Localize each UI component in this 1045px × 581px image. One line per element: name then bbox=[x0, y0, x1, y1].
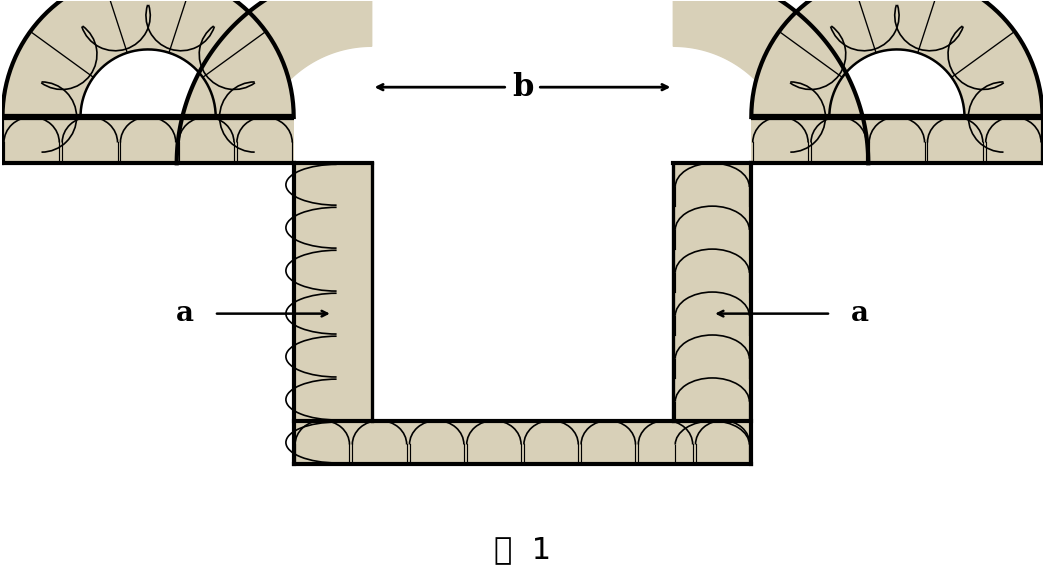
Text: a: a bbox=[177, 300, 194, 327]
Text: a: a bbox=[851, 300, 868, 327]
Polygon shape bbox=[177, 0, 372, 163]
Bar bbox=[2, 117, 294, 163]
Polygon shape bbox=[673, 0, 868, 163]
Text: b: b bbox=[512, 71, 533, 103]
Text: 图  1: 图 1 bbox=[494, 535, 551, 564]
Polygon shape bbox=[2, 0, 294, 117]
Bar bbox=[294, 163, 372, 464]
Polygon shape bbox=[751, 0, 1043, 117]
Bar bbox=[751, 117, 1043, 163]
Bar bbox=[294, 421, 751, 464]
Bar bbox=[673, 163, 751, 464]
